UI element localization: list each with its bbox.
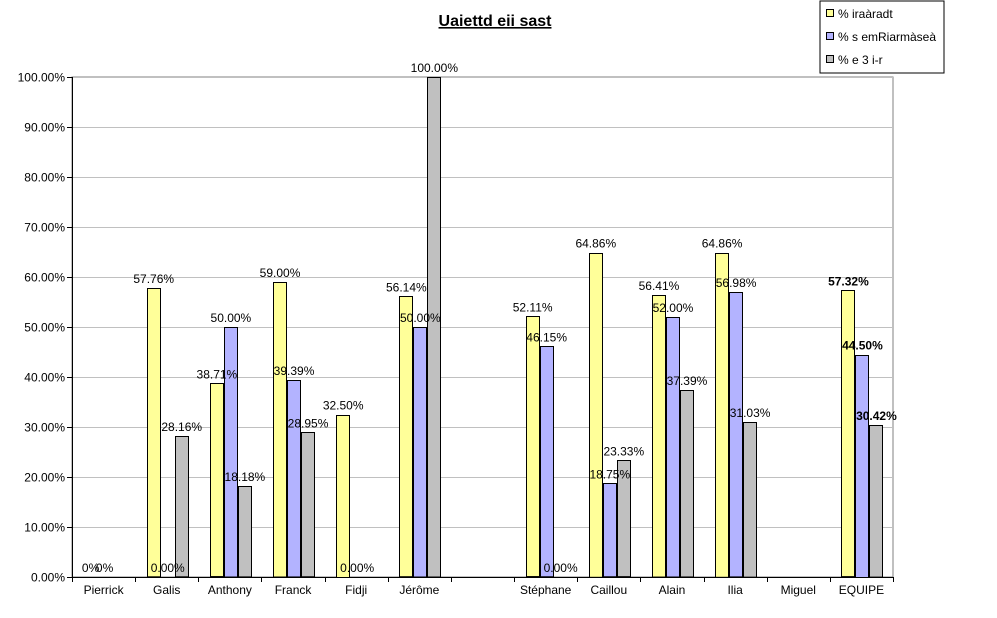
data-label: 0%	[82, 561, 100, 575]
data-label: 46.15%	[526, 330, 567, 344]
data-label: 28.16%	[161, 420, 202, 434]
bar	[287, 380, 301, 578]
data-label: 44.50%	[842, 339, 883, 353]
bar	[413, 327, 427, 578]
y-tick-label: 0.00%	[31, 571, 65, 585]
y-tick-label: 80.00%	[24, 171, 65, 185]
bar	[652, 295, 666, 578]
x-tick-label: Stéphane	[520, 583, 572, 597]
data-label: 0%	[96, 561, 114, 575]
x-tick-label: Caillou	[590, 583, 627, 597]
data-label: 56.98%	[716, 276, 757, 290]
bar	[273, 282, 287, 578]
x-tick-label: Ilia	[727, 583, 743, 597]
legend-swatch	[826, 55, 834, 63]
data-label: 18.75%	[589, 467, 630, 481]
y-axis: 0.00% 10.00% 20.00% 30.00% 40.00% 50.00% 60.00…	[18, 71, 73, 585]
data-label: 56.14%	[386, 280, 427, 294]
bar	[715, 253, 729, 578]
bar	[238, 486, 252, 578]
data-labels: 0%0% 57.76% 0.00% 28.16% 38.71% 50.00% 18.18% 5…	[82, 61, 897, 575]
bar	[224, 327, 238, 578]
bar	[589, 253, 603, 578]
y-tick-label: 30.00%	[24, 421, 65, 435]
data-label: 37.39%	[667, 374, 708, 388]
data-label: 30.42%	[856, 409, 897, 423]
data-label: 32.50%	[323, 399, 364, 413]
y-tick-label: 70.00%	[24, 221, 65, 235]
bar	[210, 383, 224, 578]
bar	[336, 415, 350, 578]
legend-swatch	[826, 32, 834, 40]
data-label: 57.76%	[133, 272, 174, 286]
x-axis: Pierrick Galis Anthony Franck Fidji Jérôme Sté…	[72, 577, 894, 597]
y-tick-label: 40.00%	[24, 371, 65, 385]
bar	[301, 432, 315, 578]
legend: % iraàradt % s emRiarmàseà % e 3 i-r	[819, 0, 945, 74]
data-label: 0.00%	[340, 561, 374, 575]
bar	[869, 425, 883, 578]
x-tick-label: Alain	[659, 583, 686, 597]
data-label: 52.11%	[513, 300, 553, 314]
data-label: 50.00%	[400, 311, 441, 325]
x-tick-label: Franck	[275, 583, 313, 597]
legend-label: % iraàradt	[838, 7, 893, 21]
bar	[617, 460, 631, 578]
bar	[666, 317, 680, 578]
data-label: 64.86%	[702, 237, 743, 251]
data-label: 57.32%	[828, 274, 869, 288]
bar	[855, 355, 869, 578]
data-label: 28.95%	[288, 416, 329, 430]
chart-title: Uaiettd eii sast	[439, 13, 553, 30]
x-tick-label: EQUIPE	[839, 583, 884, 597]
bar	[603, 483, 617, 578]
legend-label: % s emRiarmàseà	[838, 30, 936, 44]
data-label: 38.71%	[197, 367, 238, 381]
data-label: 0.00%	[151, 561, 185, 575]
data-label: 0.00%	[544, 561, 578, 575]
y-tick-label: 60.00%	[24, 271, 65, 285]
bar	[743, 422, 757, 578]
bar	[841, 290, 855, 578]
legend-box	[819, 0, 945, 74]
legend-label: % e 3 i-r	[838, 53, 883, 67]
bars	[147, 77, 883, 578]
data-label: 59.00%	[260, 266, 301, 280]
x-tick-label: Fidji	[345, 583, 367, 597]
bar	[147, 288, 161, 578]
bar	[680, 390, 694, 578]
x-tick-label: Galis	[153, 583, 180, 597]
data-label: 50.00%	[211, 311, 252, 325]
data-label: 64.86%	[575, 237, 616, 251]
x-tick-label: Anthony	[208, 583, 252, 597]
data-label: 18.18%	[225, 470, 266, 484]
bar	[427, 77, 441, 578]
bar	[729, 292, 743, 578]
data-label: 52.00%	[653, 301, 694, 315]
data-label: 100.00%	[411, 61, 459, 75]
data-label: 39.39%	[274, 364, 315, 378]
y-tick-label: 20.00%	[24, 471, 65, 485]
y-tick-label: 90.00%	[24, 121, 65, 135]
legend-swatch	[826, 9, 834, 17]
x-tick-label: Pierrick	[84, 583, 125, 597]
bar	[399, 296, 413, 578]
y-tick-label: 10.00%	[24, 521, 65, 535]
x-tick-label: Miguel	[781, 583, 816, 597]
data-label: 31.03%	[730, 406, 771, 420]
bar	[540, 346, 554, 578]
gridlines	[71, 76, 894, 578]
y-tick-label: 50.00%	[24, 321, 65, 335]
data-label: 56.41%	[639, 279, 680, 293]
bar	[175, 436, 189, 578]
y-tick-label: 100.00%	[18, 71, 66, 85]
data-label: 23.33%	[603, 444, 644, 458]
bar	[526, 316, 540, 578]
x-tick-label: Jérôme	[399, 583, 439, 597]
